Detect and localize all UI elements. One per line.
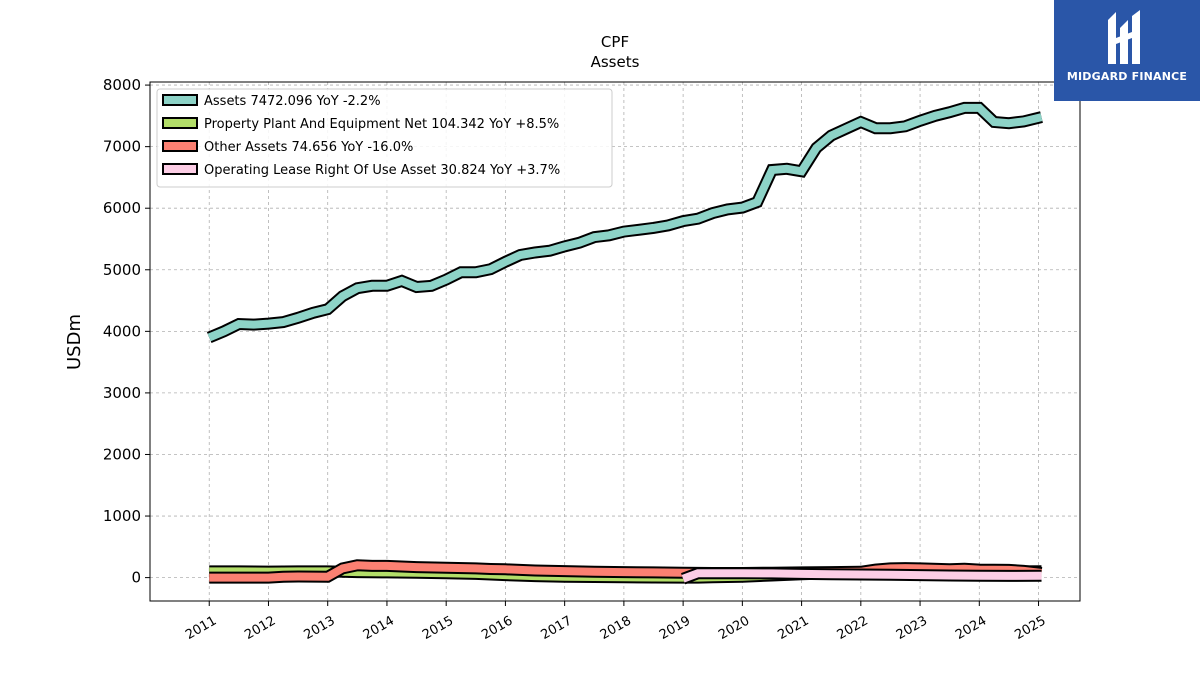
y-tick-label: 4000 <box>103 322 141 340</box>
y-tick-label: 5000 <box>103 261 141 279</box>
x-tick-label: 2024 <box>953 613 989 643</box>
x-axis: 2011 2012 2013 2014 2015 2016 2017 2018 2019 2020… <box>183 601 1049 643</box>
series-layer <box>206 101 1043 585</box>
legend-label: Other Assets 74.656 YoY -16.0% <box>204 140 413 155</box>
x-tick-label: 2017 <box>538 613 574 643</box>
y-tick-label: 2000 <box>103 445 141 463</box>
legend-swatch <box>162 94 198 106</box>
y-tick-label: 8000 <box>103 76 141 94</box>
y-axis: 0 1000 2000 3000 4000 5000 6000 7000 8000 <box>103 76 150 587</box>
x-tick-label: 2016 <box>479 613 515 643</box>
x-tick-label: 2021 <box>775 613 811 643</box>
y-tick-label: 1000 <box>103 507 141 525</box>
legend-swatch <box>162 117 198 129</box>
brand-name: MIDGARD FINANCE <box>1066 70 1188 83</box>
series-line <box>207 103 1043 342</box>
legend-swatch <box>162 163 198 175</box>
legend-swatch <box>162 140 198 152</box>
y-tick-label: 6000 <box>103 199 141 217</box>
legend: Assets 7472.096 YoY -2.2% Property Plant … <box>156 88 613 188</box>
y-tick-label: 0 <box>131 569 141 587</box>
x-tick-label: 2019 <box>657 613 693 643</box>
chart-title: CPF <box>601 33 629 51</box>
legend-box <box>156 88 613 188</box>
x-tick-label: 2022 <box>835 613 871 643</box>
y-axis-label: USDm <box>64 314 85 370</box>
series-line <box>209 561 1042 582</box>
y-tick-label: 7000 <box>103 138 141 156</box>
x-tick-label: 2014 <box>361 613 397 643</box>
legend-label: Operating Lease Right Of Use Asset 30.82… <box>204 163 560 178</box>
x-tick-label: 2018 <box>598 613 634 643</box>
midgard-logo-icon <box>1108 10 1140 64</box>
x-tick-label: 2012 <box>242 613 278 643</box>
plot-frame <box>149 81 1081 602</box>
x-tick-label: 2023 <box>894 613 930 643</box>
legend-label: Assets 7472.096 YoY -2.2% <box>204 94 381 109</box>
x-tick-label: 2025 <box>1012 613 1048 643</box>
series-operating-lease-right-of-use-asset <box>681 567 1042 585</box>
series-assets <box>206 101 1043 344</box>
legend-label: Property Plant And Equipment Net 104.342… <box>204 117 559 132</box>
series-line <box>681 569 1042 583</box>
x-tick-label: 2020 <box>716 613 752 643</box>
chart-subtitle: Assets <box>591 53 640 71</box>
series-other-assets <box>209 559 1043 584</box>
y-tick-label: 3000 <box>103 384 141 402</box>
brand-logo: MIDGARD FINANCE <box>1054 0 1200 101</box>
x-tick-label: 2015 <box>420 613 456 643</box>
x-tick-label: 2013 <box>302 613 338 643</box>
x-tick-label: 2011 <box>183 613 219 643</box>
